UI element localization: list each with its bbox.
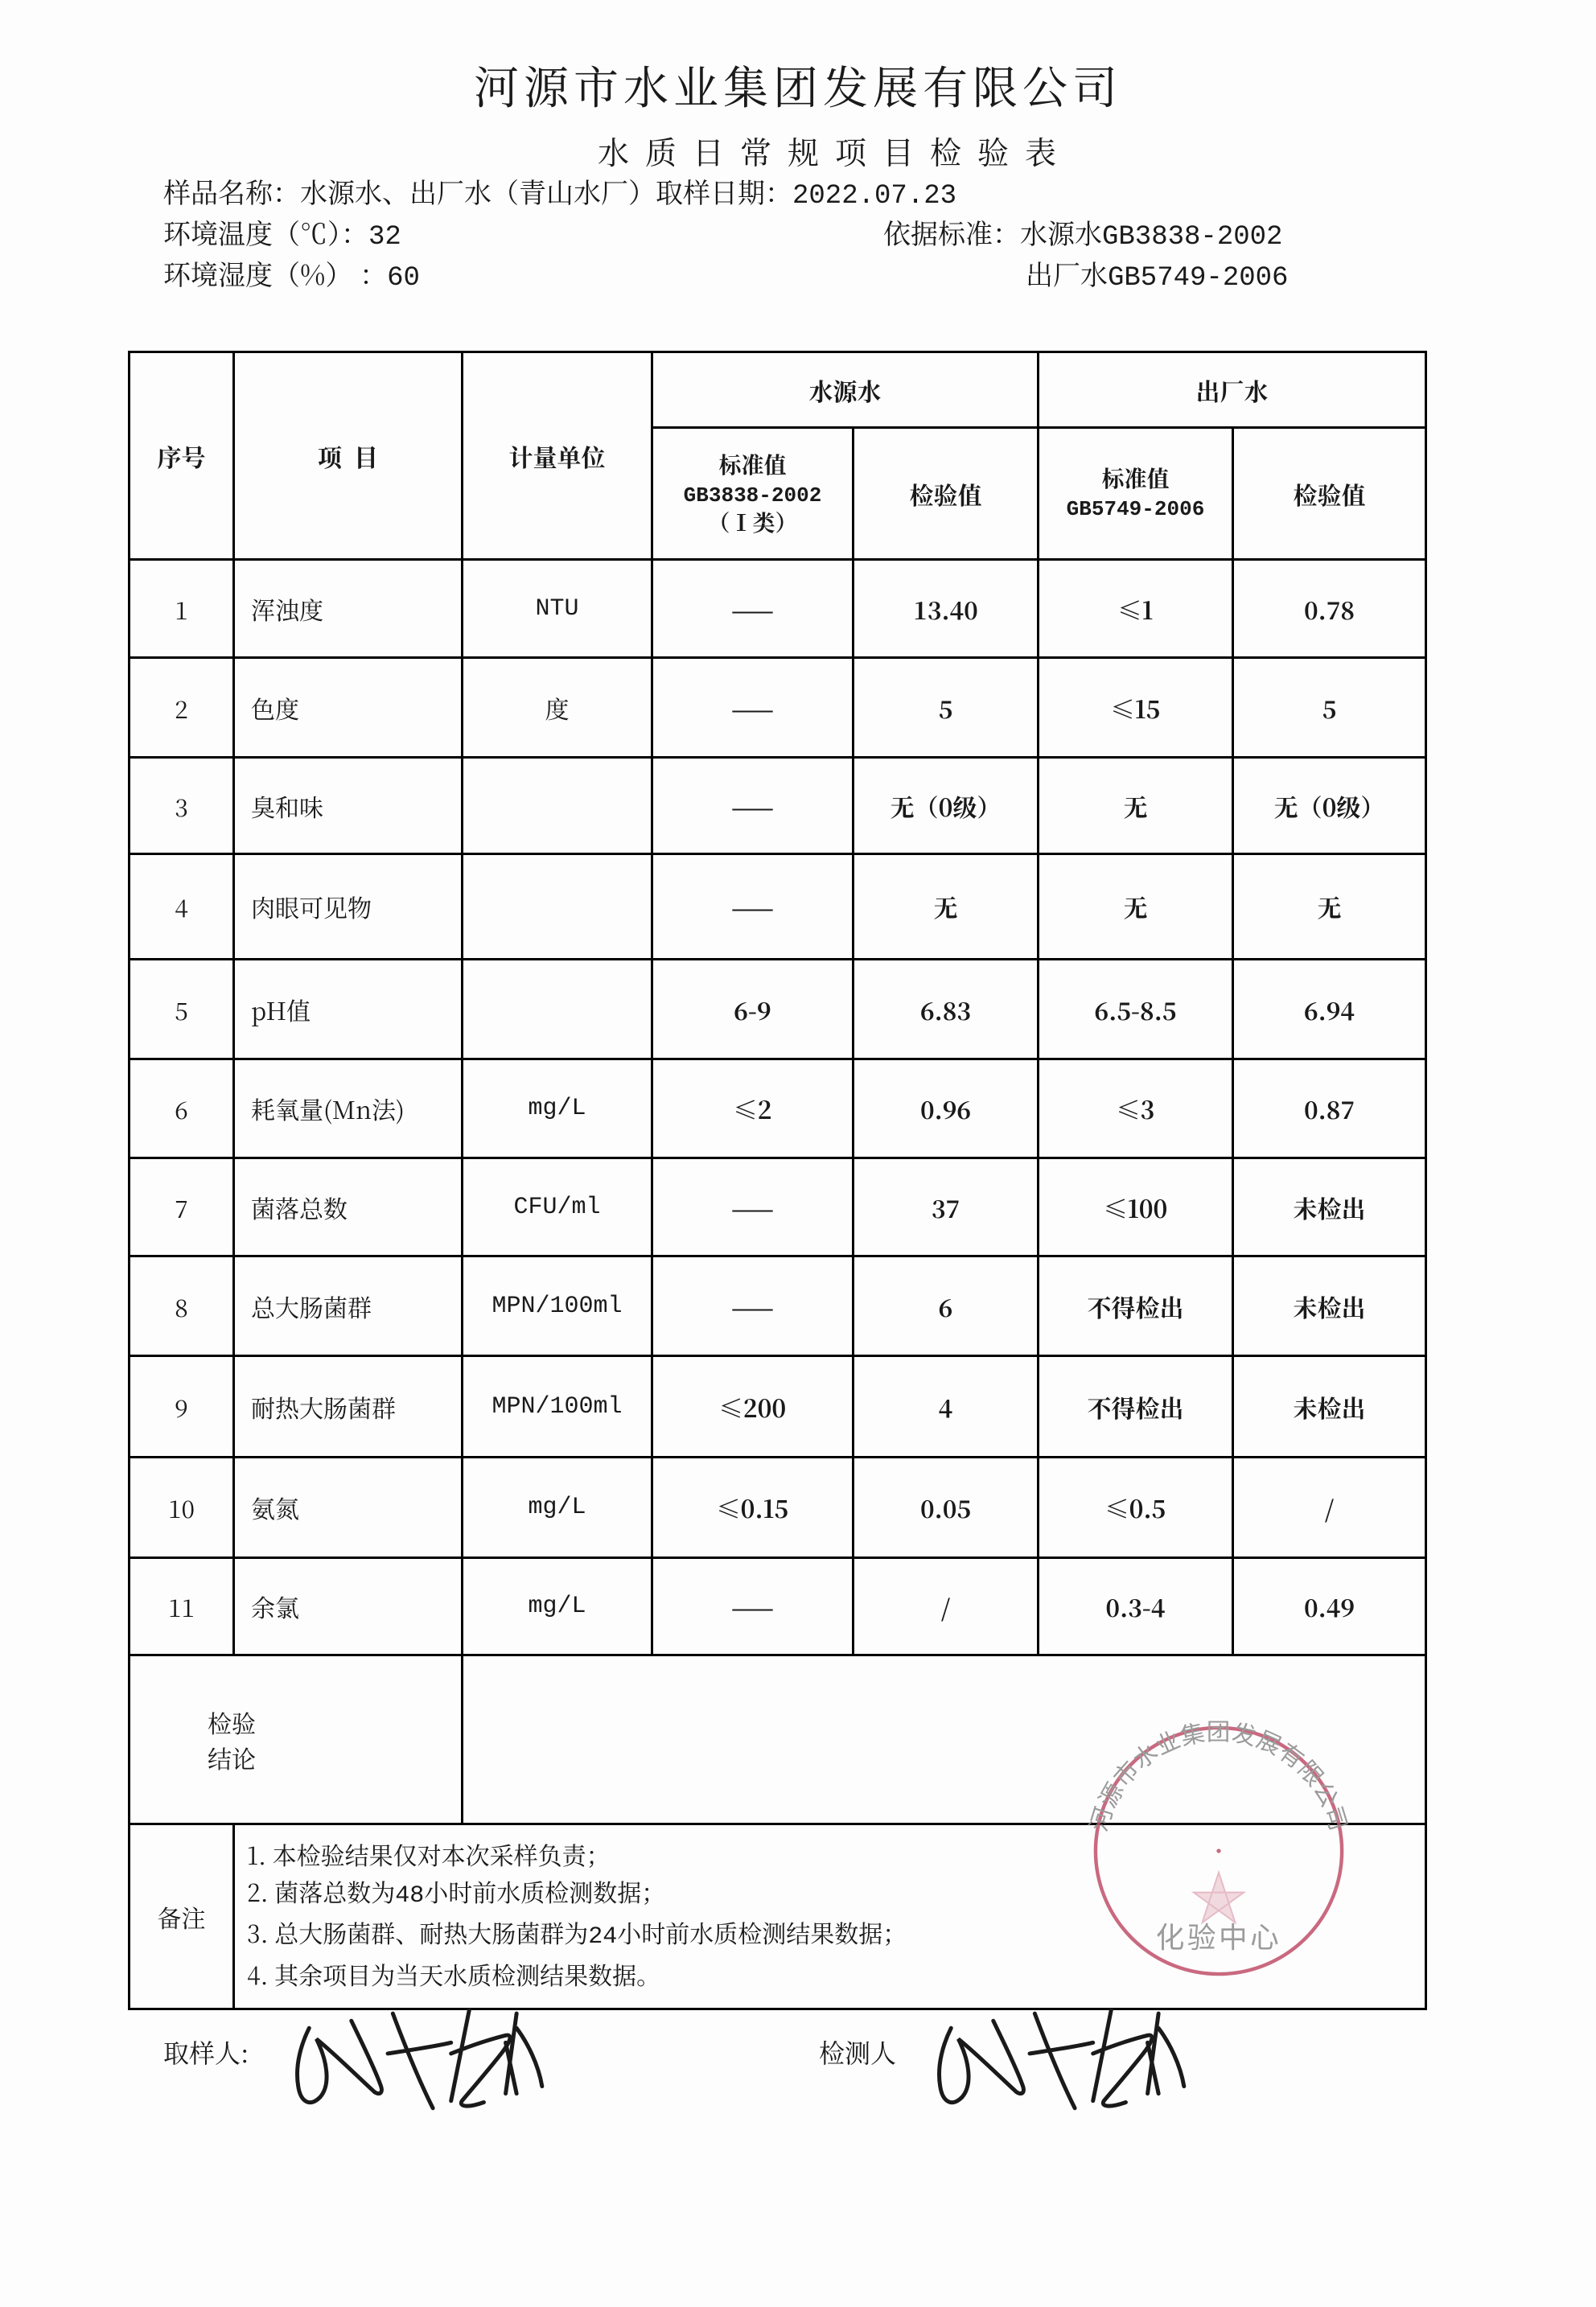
- svg-text:河源市水业集团发展有限公司: 河源市水业集团发展有限公司: [1080, 1713, 1357, 1835]
- svg-text:化验中心: 化验中心: [1156, 1915, 1282, 1956]
